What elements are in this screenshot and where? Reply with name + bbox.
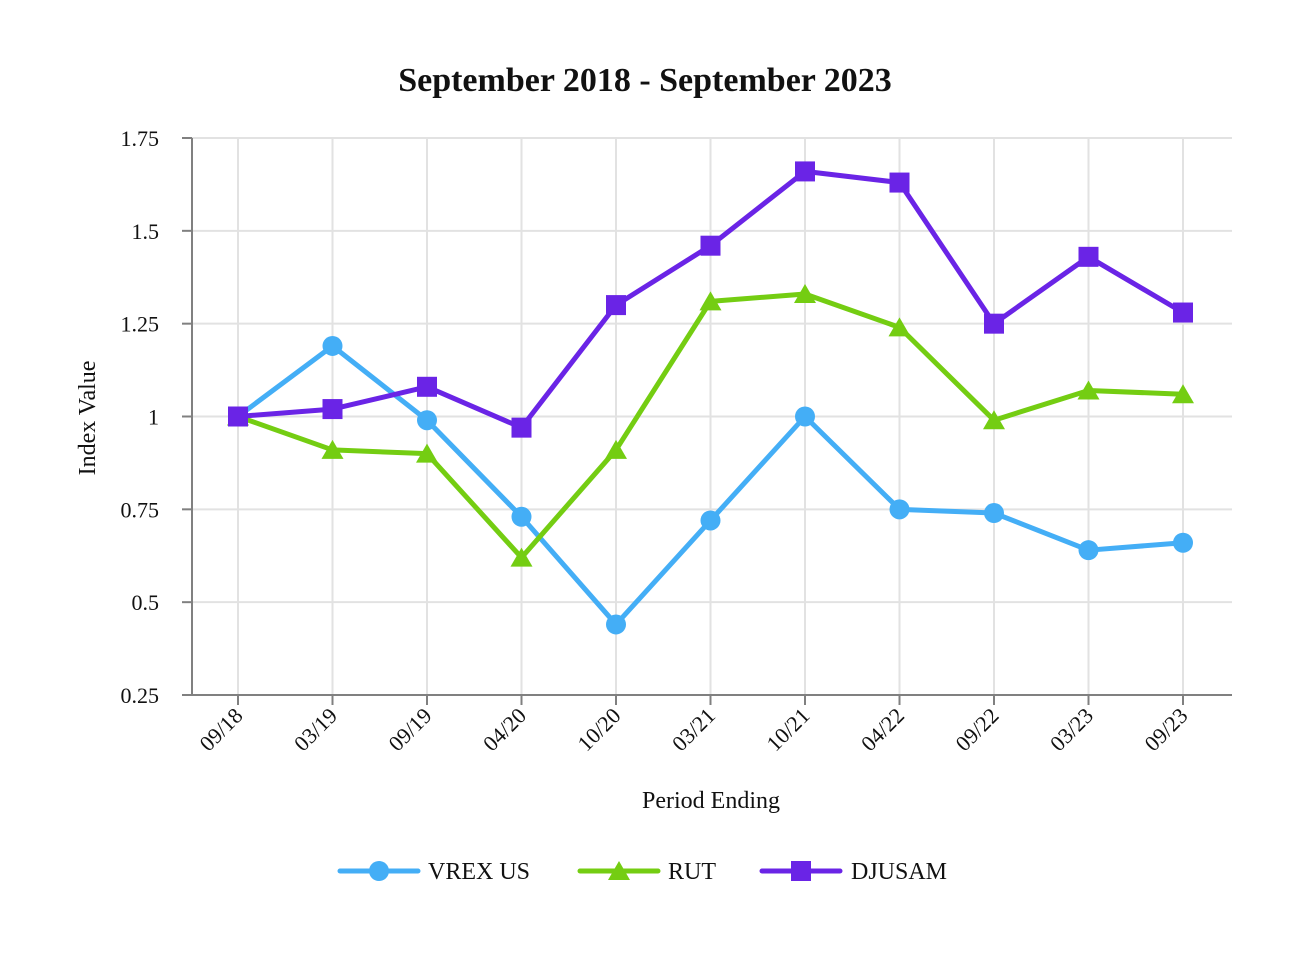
data-point-djusam [322, 399, 343, 420]
y-tick-label: 0.5 [132, 590, 160, 615]
y-tick-label: 0.25 [121, 683, 160, 708]
data-point-vrex-us [511, 506, 532, 527]
data-point-rut [605, 439, 627, 459]
data-point-rut [794, 283, 816, 303]
legend-label: DJUSAM [851, 859, 947, 885]
legend-swatch-marker [791, 861, 811, 881]
data-point-djusam [1078, 246, 1099, 267]
x-tick-label: 09/22 [950, 703, 1003, 756]
data-point-vrex-us [1078, 540, 1099, 561]
y-tick-label: 1 [148, 405, 159, 430]
series-djusam [228, 161, 1193, 438]
y-tick-label: 1.25 [121, 312, 160, 337]
x-axis-label: Period Ending [642, 788, 780, 814]
x-tick-label: 09/19 [383, 703, 436, 756]
data-point-djusam [700, 235, 721, 256]
legend-item-djusam: DJUSAM [759, 859, 947, 885]
data-point-rut [983, 410, 1005, 430]
data-point-vrex-us [889, 499, 910, 520]
x-tick-label: 09/18 [194, 703, 247, 756]
axis-layer [182, 137, 1232, 705]
series-rut [227, 283, 1194, 567]
data-point-djusam [795, 161, 815, 182]
data-point-rut [321, 439, 344, 459]
data-point-djusam [228, 406, 248, 427]
y-axis-label: Index Value [75, 361, 101, 476]
data-point-rut [416, 443, 438, 463]
y-tick-label: 0.75 [121, 497, 160, 522]
data-point-vrex-us [322, 335, 343, 356]
legend-swatch-marker [608, 861, 630, 880]
legend-item-vrex-us: VREX US [337, 859, 530, 885]
grid-layer [192, 137, 1232, 695]
legend-item-rut: RUT [577, 859, 716, 885]
data-point-rut [888, 317, 911, 337]
x-tick-label: 04/22 [856, 703, 909, 756]
data-point-vrex-us [1173, 532, 1193, 553]
data-point-djusam [606, 295, 626, 316]
x-tick-label: 09/23 [1139, 703, 1192, 756]
data-point-djusam [889, 172, 910, 193]
legend: VREX US RUT DJUSAM [337, 859, 947, 885]
data-point-vrex-us [795, 406, 815, 427]
data-point-djusam [417, 376, 437, 397]
series-layer [227, 161, 1194, 635]
data-point-vrex-us [606, 614, 626, 635]
data-point-djusam [511, 417, 532, 438]
x-tick-label: 03/19 [289, 703, 342, 756]
tick-label-layer: 1.75 1.5 1.25 1 0.75 0.5 0.25 09/18 03/19 09/19 04… [121, 126, 1193, 756]
y-tick-label: 1.75 [121, 126, 160, 151]
x-tick-label: 03/21 [667, 703, 720, 756]
y-tick-label: 1.5 [132, 219, 160, 244]
data-point-vrex-us [417, 410, 437, 431]
x-tick-label: 03/23 [1045, 703, 1098, 756]
data-point-rut [699, 291, 722, 311]
x-tick-label: 04/20 [478, 703, 531, 756]
legend-swatch-marker [369, 861, 389, 881]
data-point-rut [1077, 380, 1100, 400]
legend-label: RUT [668, 859, 716, 885]
data-point-vrex-us [700, 510, 721, 531]
x-tick-label: 10/20 [572, 703, 625, 756]
data-point-djusam [984, 313, 1004, 334]
data-point-vrex-us [984, 503, 1004, 524]
data-point-djusam [1173, 302, 1193, 323]
legend-label: VREX US [428, 859, 530, 885]
data-point-rut [1172, 384, 1194, 404]
chart-title: September 2018 - September 2023 [398, 62, 892, 99]
data-point-rut [510, 547, 533, 567]
x-tick-label: 10/21 [761, 703, 814, 756]
